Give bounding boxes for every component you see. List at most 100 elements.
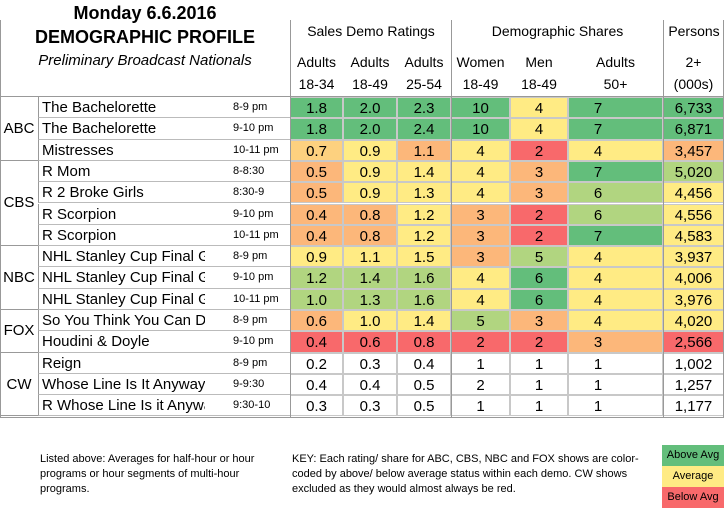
cell: 0.4: [290, 224, 343, 247]
table-rule: [0, 416, 724, 418]
show-name: So You Think You Can Dance: [38, 310, 205, 332]
cell: 1: [568, 352, 663, 374]
cell: 4: [568, 139, 663, 161]
network: ABC: [0, 97, 38, 161]
cell: 0.5: [290, 182, 343, 204]
v-rule: [290, 20, 291, 417]
cell: 1.1: [397, 139, 451, 161]
column-header: 18-34: [298, 76, 335, 92]
cell: 4,020: [663, 310, 724, 332]
cell: 6: [510, 288, 568, 310]
cell: 1.0: [343, 310, 397, 332]
cell: 5,020: [663, 160, 724, 183]
cell: 3: [510, 310, 568, 332]
time-slot: 10-11 pm: [205, 289, 290, 310]
cell: 1.2: [397, 224, 451, 247]
key: KEY: Each rating/ share for ABC, CBS, NB…: [292, 453, 639, 495]
cell: 0.8: [397, 331, 451, 353]
show-name: R Whose Line Is it Anyway?: [38, 395, 205, 417]
column-header: Adults: [350, 54, 390, 70]
cell: 3: [451, 246, 510, 268]
cell: 2.3: [397, 97, 451, 119]
time-slot: 8-9 pm: [205, 353, 290, 374]
network: NBC: [0, 246, 38, 310]
column-header: 2+: [685, 54, 702, 70]
show-name: NHL Stanley Cup Final Game 6: [38, 246, 205, 268]
cell: 4: [451, 139, 510, 161]
cell: 6,733: [663, 97, 724, 119]
cell: 2.4: [397, 118, 451, 140]
cell: 4: [451, 182, 510, 204]
time-slot: 9-10 pm: [205, 204, 290, 225]
cell: 1.4: [397, 160, 451, 183]
cell: 1: [451, 395, 510, 417]
cell: 7: [568, 224, 663, 247]
cell: 1.8: [290, 118, 343, 140]
column-header: 18-49: [352, 76, 388, 92]
cell: 2.0: [343, 97, 397, 119]
cell: 10: [451, 97, 510, 119]
cell: 7: [568, 160, 663, 183]
cell: 0.9: [343, 160, 397, 183]
time-slot: 9-9:30: [205, 374, 290, 396]
network: CW: [0, 353, 38, 417]
cell: 0.4: [343, 373, 397, 396]
header-rule: [0, 96, 724, 97]
cell: 0.3: [343, 395, 397, 417]
cell: 0.6: [290, 310, 343, 332]
legend-item: Below Avg: [662, 487, 724, 508]
cell: 4: [568, 267, 663, 289]
cell: 0.3: [290, 395, 343, 417]
cell: 1.8: [290, 97, 343, 119]
cell: 4: [568, 288, 663, 310]
show-name: Mistresses: [38, 139, 205, 161]
cell: 5: [510, 246, 568, 268]
cell: 1: [510, 395, 568, 417]
cell: 2: [451, 373, 510, 396]
column-header: 18-49: [521, 76, 557, 92]
cell: 6: [510, 267, 568, 289]
cell: 1.0: [290, 288, 343, 310]
group-header: Persons: [663, 20, 724, 42]
time-slot: 8-9 pm: [205, 310, 290, 332]
v-rule: [0, 20, 1, 417]
time-slot: 10-11 pm: [205, 225, 290, 247]
cell: 0.5: [397, 373, 451, 396]
cell: 0.9: [290, 246, 343, 268]
time-slot: 9:30-10: [205, 395, 290, 417]
cell: 4,456: [663, 182, 724, 204]
cell: 0.9: [343, 182, 397, 204]
cell: 4: [510, 118, 568, 140]
cell: 3: [451, 224, 510, 247]
show-name: R Scorpion: [38, 224, 205, 247]
show-name: R Scorpion: [38, 203, 205, 225]
time-slot: 8-9 pm: [205, 97, 290, 119]
cell: 1: [568, 373, 663, 396]
show-name: Houdini & Doyle: [38, 331, 205, 353]
cell: 6: [568, 203, 663, 225]
cell: 3,937: [663, 246, 724, 268]
legend-item: Average: [662, 466, 724, 487]
legend-item: Above Avg: [662, 445, 724, 466]
cell: 1.2: [397, 203, 451, 225]
column-header: Men: [525, 54, 553, 70]
cell: 1.2: [290, 267, 343, 289]
cell: 0.2: [290, 352, 343, 374]
cell: 4,006: [663, 267, 724, 289]
cell: 0.8: [343, 224, 397, 247]
cell: 1.6: [397, 267, 451, 289]
cell: 1.3: [397, 182, 451, 204]
cell: 4: [451, 288, 510, 310]
footnote: Listed above: Averages for half-hour or …: [40, 453, 255, 495]
cell: 4: [510, 97, 568, 119]
time-slot: 9-10 pm: [205, 267, 290, 289]
cell: 3: [451, 203, 510, 225]
network: FOX: [0, 310, 38, 353]
time-slot: 9-10 pm: [205, 331, 290, 353]
column-header: Women: [456, 54, 505, 70]
column-header: 25-54: [406, 76, 442, 92]
cell: 4,556: [663, 203, 724, 225]
cell: 3: [510, 160, 568, 183]
show-name: NHL Stanley Cup Final Game 6: [38, 267, 205, 289]
